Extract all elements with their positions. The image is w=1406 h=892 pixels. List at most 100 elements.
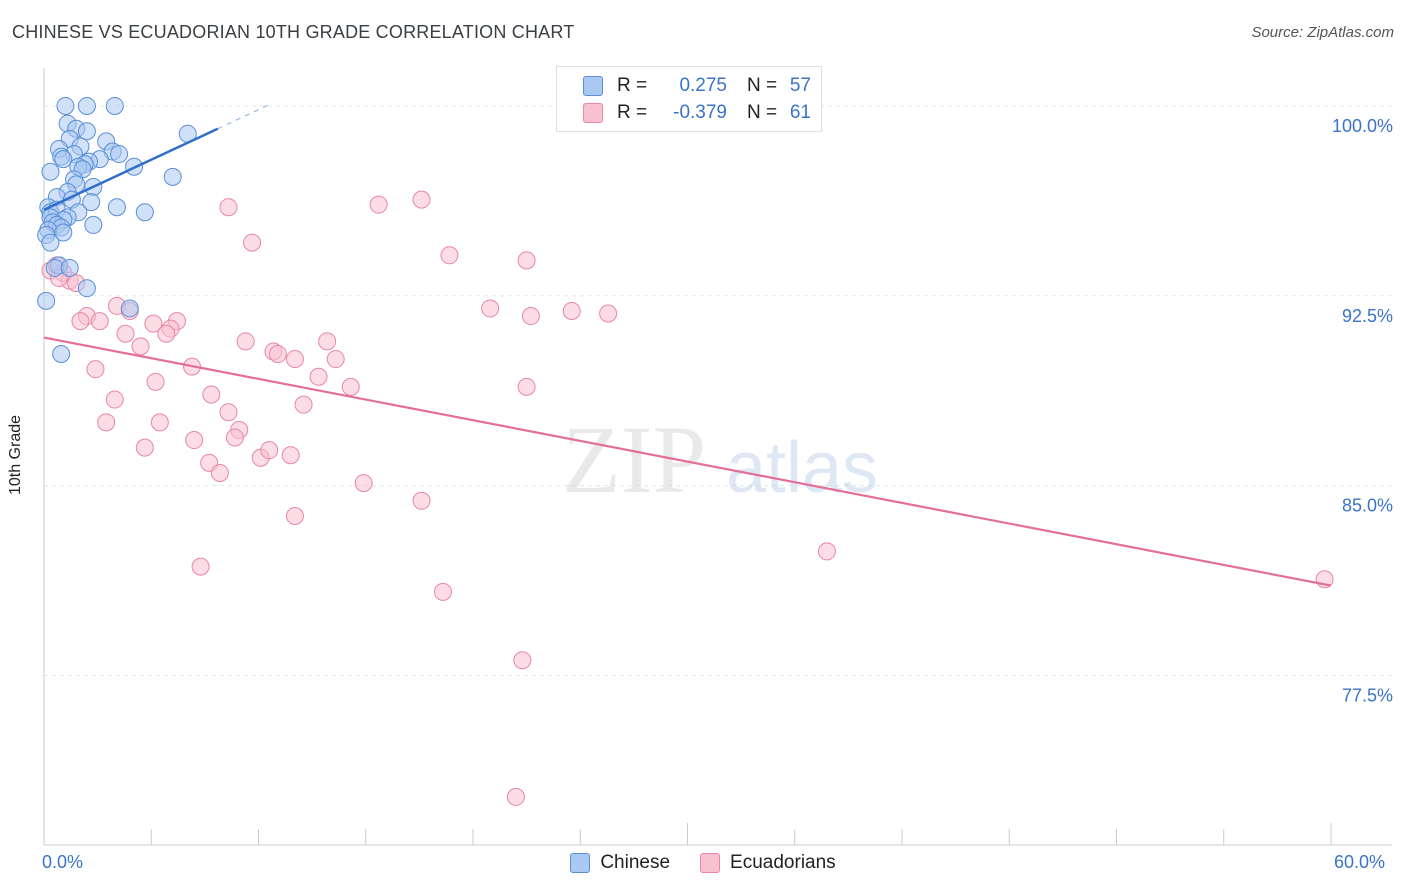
ecuadorians-point [281,446,300,465]
ecuadorians-trend-line [43,336,1332,587]
chinese-point [54,150,73,169]
legend-row-ecuadorians: R = -0.379 N = 61 [583,102,811,124]
ecuadorians-point [150,413,169,432]
legend-swatch-chinese [583,76,603,96]
ecuadorians-point [185,431,204,450]
chinese-point [37,291,56,310]
watermark-zip: ZIP [562,406,706,513]
ecuadorians-point [309,367,328,386]
ecuadorians-point [412,491,431,510]
chinese-point [60,258,79,277]
series-legend-ecuadorians[interactable]: Ecuadorians [700,852,836,874]
ecuadorians-point [318,332,337,351]
chinese-point [163,167,182,186]
chinese-points [37,96,197,363]
legend-r-label: R = [617,102,648,123]
legend-r-value-chinese: 0.275 [679,75,727,96]
y-tick-label: 92.5% [1342,306,1393,326]
ecuadorians-point [513,651,532,670]
series-label-chinese: Chinese [600,852,671,873]
ecuadorians-point [236,332,255,351]
series-label-ecuadorians: Ecuadorians [730,852,836,873]
ecuadorians-point [354,474,373,493]
legend-n-label: N = [747,102,778,123]
grid-layer [44,105,1392,676]
ecuadorians-point [71,312,90,331]
chinese-point [77,96,96,115]
chinese-point [105,96,124,115]
ecuadorians-point [285,506,304,525]
series-legend-chinese[interactable]: Chinese [570,852,670,874]
series-swatch-ecuadorians [700,853,721,873]
legend-n-value-ecuadorians: 61 [789,102,811,123]
chinese-point [110,145,129,164]
ecuadorians-point [86,360,105,379]
y-tick-label: 100.0% [1332,116,1393,136]
ecuadorians-point [517,377,536,396]
ecuadorians-point [135,438,154,457]
legend-swatch-ecuadorians [583,103,603,123]
axis-layer [43,68,1392,846]
ecuadorians-point [210,463,229,482]
ecuadorians-point [191,557,210,576]
ecuadorians-point [90,312,109,331]
ecuadorians-point [521,307,540,326]
legend-r-label: R = [617,75,648,96]
ecuadorians-point [202,385,221,404]
ecuadorians-point [326,350,345,369]
ecuadorians-point [219,403,238,422]
series-legend: Chinese Ecuadorians [0,852,1406,874]
chinese-trend-line [43,127,219,211]
ecuadorians-point [817,542,836,561]
ecuadorians-point [144,314,163,333]
series-swatch-chinese [570,853,591,873]
legend-n-value-chinese: 57 [789,75,811,96]
ecuadorians-point [131,337,150,356]
trend-lines [43,104,1332,587]
ecuadorians-point [599,304,618,323]
ecuadorians-point [433,582,452,601]
chinese-point [77,279,96,298]
x-tick-min: 0.0% [42,852,84,872]
ecuadorians-point [517,251,536,270]
ecuadorians-point [243,233,262,252]
source-label: Source: ZipAtlas.com [1251,24,1394,41]
chinese-point [45,258,64,277]
ecuadorians-point [146,372,165,391]
chinese-point [84,215,103,234]
chinese-point [41,162,60,181]
legend-row-chinese: R = 0.275 N = 57 [583,75,811,97]
ecuadorians-point [341,377,360,396]
chinese-point [82,193,101,212]
chart-title: CHINESE VS ECUADORIAN 10TH GRADE CORRELA… [12,22,575,42]
ecuadorians-point [369,195,388,214]
ecuadorians-point [225,428,244,447]
ecuadorians-point [268,344,287,363]
y-tick-label: 77.5% [1342,685,1393,705]
correlation-legend: R = 0.275 N = 57 R = -0.379 N = 61 [556,66,822,132]
ecuadorians-point [285,350,304,369]
ecuadorians-point [97,413,116,432]
chinese-trend-extension [217,104,270,130]
ecuadorians-point [294,395,313,414]
ecuadorians-point [506,787,525,806]
chinese-point [120,299,139,318]
ecuadorians-point [219,198,238,217]
chinese-point [56,96,75,115]
chinese-point [107,198,126,217]
chinese-point [135,203,154,222]
chinese-point [77,122,96,141]
ecuadorians-point [116,324,135,343]
ecuadorians-point [412,190,431,209]
ecuadorians-point [562,301,581,320]
legend-r-value-ecuadorians: -0.379 [673,102,727,123]
ecuadorians-point [481,299,500,318]
ecuadorians-point [440,246,459,265]
watermark-atlas: atlas [726,428,878,508]
x-tick-max: 60.0% [1334,852,1386,872]
chinese-point [54,223,73,242]
chinese-point [41,233,60,252]
legend-n-label: N = [747,75,778,96]
ecuadorians-point [157,324,176,343]
